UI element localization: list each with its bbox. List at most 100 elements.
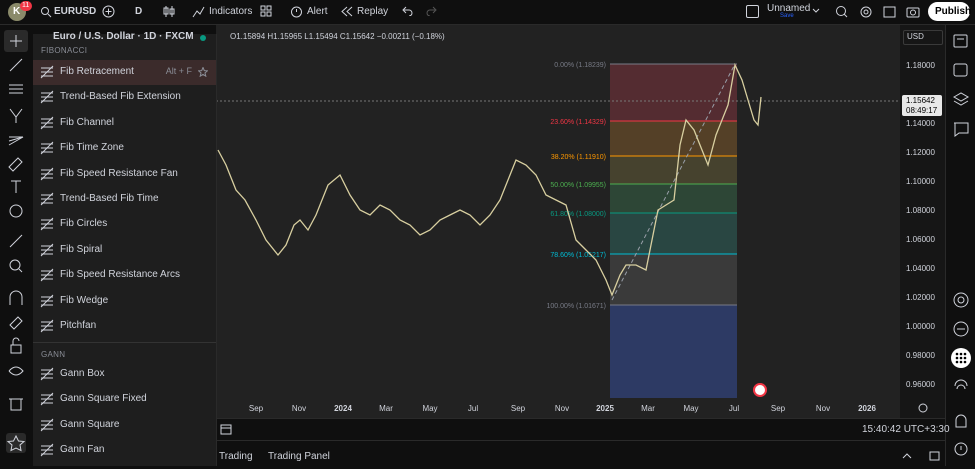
price-tick-label: 1.08000	[906, 206, 935, 215]
menu-item-label: Fib Wedge	[60, 294, 109, 306]
menu-item[interactable]: Trend-Based Fib Time	[33, 187, 216, 212]
time-tick-label: May	[683, 404, 698, 413]
layouts-icon[interactable]	[260, 5, 272, 17]
fib-level-label: 78.60% (1.05217)	[550, 252, 606, 259]
menu-item[interactable]: Fib Speed Resistance Arcs	[33, 263, 216, 288]
layout-name[interactable]: Unnamed	[767, 3, 811, 14]
panel-controls[interactable]	[902, 451, 942, 461]
menu-item-icon	[40, 367, 54, 381]
menu-item-label: Trend-Based Fib Time	[60, 193, 159, 204]
bottom-tab[interactable]: Trading Panel	[268, 451, 330, 462]
time-tick-label: Mar	[379, 404, 393, 413]
interval[interactable]: D	[135, 6, 143, 17]
menu-item-icon	[40, 319, 54, 333]
badge: 11	[20, 1, 32, 11]
menu-item[interactable]: Fib Spiral	[33, 238, 216, 263]
price-series	[217, 62, 762, 297]
fib-band	[610, 254, 737, 305]
bottom-panel: Trading Trading Panel	[216, 440, 945, 467]
search-icon[interactable]	[40, 6, 52, 18]
menu-item[interactable]: Trend-Based Fib Extension	[33, 85, 216, 110]
add-symbol[interactable]	[102, 5, 115, 18]
currency-select[interactable]: USD	[903, 30, 943, 45]
avatar-letter: K	[13, 6, 21, 17]
favorite-star[interactable]	[198, 67, 208, 77]
menu-item-icon	[40, 243, 54, 257]
price-tick-label: 1.18000	[906, 61, 935, 70]
axis-settings[interactable]	[918, 403, 928, 413]
fib-band	[610, 156, 737, 184]
time-tick-label: 2024	[334, 404, 352, 413]
chart-type[interactable]	[163, 5, 175, 18]
fib-band	[610, 305, 737, 398]
layout-icon[interactable]	[746, 5, 759, 18]
event-marker[interactable]	[753, 383, 767, 397]
symbol[interactable]: EURUSD	[54, 6, 97, 17]
price-tick-label: 1.10000	[906, 177, 935, 186]
chart-canvas[interactable]: 0.00% (1.18239) 23.60% (1.14329) 38.20% (1…	[216, 25, 945, 418]
time-tick-label: Sep	[771, 404, 786, 413]
menu-item[interactable]: Fib Time Zone	[33, 136, 216, 161]
menu-item-label: Pitchfan	[60, 320, 97, 331]
menu-item[interactable]: Fib Channel	[33, 111, 216, 136]
menu-item-icon	[40, 418, 54, 432]
fib-level-label: 61.80% (1.08000)	[550, 211, 606, 218]
time-tick-label: Sep	[249, 404, 264, 413]
drawing-tool-icons	[4, 30, 28, 453]
alert-icon[interactable]	[290, 5, 303, 18]
layout-menu[interactable]	[812, 8, 820, 14]
fib-level-label: 100.00% (1.01671)	[546, 303, 606, 310]
menu-item-label: Fib Circles	[60, 218, 108, 230]
fib-retracement[interactable]: 0.00% (1.18239) 23.60% (1.14329) 38.20% (1…	[546, 62, 737, 398]
menu-item-label: Fib Speed Resistance Fan	[60, 167, 178, 179]
ohlc-legend: O1.15894 H1.15965 L1.15494 C1.15642 −0.0…	[230, 32, 445, 41]
time-tick-label: Nov	[555, 404, 569, 413]
publish-button[interactable]: Publish	[928, 2, 972, 21]
menu-item-label: Fib Spiral	[60, 243, 103, 255]
undo[interactable]	[401, 6, 413, 16]
menu-item-label: Gann Box	[60, 368, 105, 379]
right-toolbar-icons	[951, 34, 971, 456]
menu-item[interactable]: Gann Square	[33, 413, 216, 438]
replay-icon[interactable]	[341, 6, 353, 17]
alert-button[interactable]: Alert	[307, 6, 328, 17]
menu-item[interactable]: Gann Fan	[33, 438, 216, 463]
fib-trend-line	[611, 63, 736, 301]
price-axis: 1.18000 1.14000 1.12000 1.10000 1.08000 1.060…	[906, 61, 935, 389]
replay-button[interactable]: Replay	[357, 6, 389, 17]
menu-item-label: Fib Speed Resistance Arcs	[60, 269, 181, 281]
menu-item-icon	[40, 192, 54, 206]
top-bar: K 11 EURUSD D Indicators Alert Replay Un…	[0, 0, 975, 25]
indicators-icon[interactable]	[192, 5, 205, 18]
redo[interactable]	[426, 6, 438, 16]
menu-item[interactable]: Fib Speed Resistance Fan	[33, 162, 216, 187]
menu-item-label: Gann Fan	[60, 444, 105, 456]
price-tick-label: 1.06000	[906, 235, 935, 244]
right-toolbar	[945, 25, 975, 466]
menu-item-icon	[40, 443, 54, 457]
menu-item-icon	[40, 116, 54, 130]
menu-item-label: Trend-Based Fib Extension	[60, 91, 181, 103]
save-label[interactable]: Save	[780, 13, 794, 19]
date-range-icon[interactable]	[220, 423, 232, 435]
menu-item[interactable]: Gann Box	[33, 362, 216, 387]
indicators-button[interactable]: Indicators	[209, 6, 253, 17]
price-tick-label: 1.02000	[906, 293, 935, 302]
clock[interactable]: 15:40:42 UTC+3:30	[862, 424, 950, 435]
fib-tools-menu: FIBONACCI Fib Retracement Alt + F Trend-Bas…	[33, 34, 217, 466]
symbol-legend: Euro / U.S. Dollar · 1D · FXCM	[53, 31, 194, 42]
bottom-tab[interactable]: Trading	[219, 451, 253, 462]
menu-item[interactable]: Fib Circles	[33, 212, 216, 237]
menu-item[interactable]: Fib Retracement Alt + F	[33, 60, 216, 85]
publish-label: Publish	[935, 6, 972, 17]
price-tick-label: 1.12000	[906, 148, 935, 157]
menu-divider	[33, 342, 216, 343]
chart-pane[interactable]: 0.00% (1.18239) 23.60% (1.14329) 38.20% (1…	[216, 25, 945, 418]
menu-item[interactable]: Gann Square Fixed	[33, 387, 216, 412]
menu-item-shortcut: Alt + F	[165, 66, 192, 76]
menu-item[interactable]: Fib Wedge	[33, 289, 216, 314]
fib-level-label: 23.60% (1.14329)	[550, 119, 606, 126]
menu-item[interactable]: Pitchfan	[33, 314, 216, 339]
fib-level-label: 0.00% (1.18239)	[554, 62, 606, 69]
